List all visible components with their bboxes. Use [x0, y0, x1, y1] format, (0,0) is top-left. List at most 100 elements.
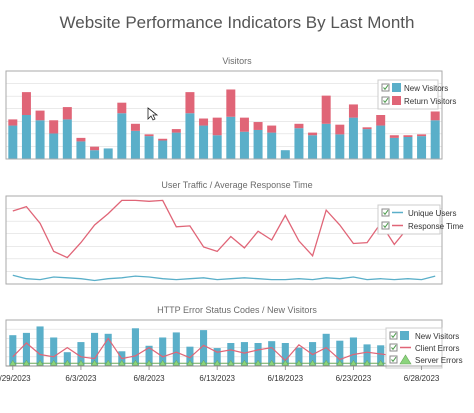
new-visitors-bar — [130, 130, 140, 159]
new-visitors-bar — [185, 113, 195, 159]
return-visitors-bar — [308, 132, 318, 136]
legend-triangle-server-errors — [399, 354, 412, 365]
legend-checkbox[interactable] — [381, 208, 390, 217]
return-visitors-bar — [8, 119, 18, 126]
traffic-panel-title: User Traffic / Average Response Time — [161, 180, 312, 190]
server-errors-point — [118, 359, 126, 366]
new-visitors-bar — [131, 328, 139, 366]
new-visitors-bar — [21, 115, 31, 159]
new-visitors-bar — [280, 150, 290, 159]
legend-label: Server Errors — [415, 356, 463, 365]
errors-panel: HTTP Error Status Codes / New Visitors N… — [5, 305, 463, 369]
return-visitors-bar — [294, 123, 304, 129]
return-visitors-bar — [130, 123, 140, 131]
legend-checkbox[interactable] — [381, 221, 390, 230]
response-time-line — [12, 199, 436, 259]
server-errors-point — [104, 359, 112, 366]
checkmark-icon — [383, 84, 389, 91]
legend-checkbox[interactable] — [381, 96, 390, 105]
server-errors-point — [295, 359, 303, 366]
new-visitors-bar — [63, 352, 71, 366]
new-visitors-bar — [158, 140, 168, 159]
traffic-panel: User Traffic / Average Response Time Uni… — [5, 180, 464, 285]
new-visitors-bar — [145, 345, 153, 366]
new-visitors-bar — [363, 344, 371, 366]
legend-checkbox[interactable] — [381, 83, 390, 92]
new-visitors-bar — [213, 348, 221, 366]
new-visitors-bar — [417, 136, 427, 159]
client-errors-line — [12, 337, 436, 363]
legend-item-new-visitors[interactable]: New Visitors — [381, 83, 448, 93]
return-visitors-bar — [62, 107, 72, 120]
return-visitors-bar — [212, 117, 222, 136]
visitors-panel: Visitors New Visitors Return Visitors — [5, 56, 456, 160]
return-visitors-bar — [117, 102, 127, 114]
new-visitors-bar — [295, 347, 303, 366]
legend-checkbox[interactable] — [389, 355, 398, 364]
unique-users-line — [12, 274, 436, 282]
dashboard-title: Website Performance Indicators By Last M… — [60, 13, 415, 32]
x-tick-label: 5/29/2023 — [0, 374, 31, 383]
server-errors-point — [77, 359, 85, 366]
server-errors-point — [50, 359, 58, 366]
legend-item-response-time[interactable]: Response Time — [381, 221, 464, 231]
server-errors-point — [213, 359, 221, 366]
new-visitors-bar — [199, 125, 209, 159]
server-errors-point — [336, 359, 344, 366]
server-errors-point — [63, 359, 71, 366]
return-visitors-bar — [199, 118, 209, 126]
new-visitors-bar — [8, 125, 18, 159]
new-visitors-bar — [389, 137, 399, 159]
legend-item-server-errors[interactable]: Server Errors — [389, 354, 463, 365]
new-visitors-bar — [50, 337, 58, 366]
new-visitors-bar — [35, 120, 45, 159]
new-visitors-bar — [335, 134, 345, 159]
new-visitors-bar — [62, 119, 72, 159]
server-errors-point — [145, 359, 153, 366]
server-errors-point — [200, 359, 208, 366]
traffic-plot — [12, 199, 436, 282]
server-errors-point — [227, 359, 235, 366]
legend-item-return-visitors[interactable]: Return Visitors — [381, 96, 456, 106]
return-visitors-bar — [253, 122, 263, 130]
new-visitors-bar — [430, 120, 440, 159]
legend-swatch-new-visitors — [392, 83, 401, 92]
return-visitors-bar — [362, 127, 372, 130]
x-tick-label: 6/13/2023 — [199, 374, 235, 383]
errors-legend: New Visitors Client Errors Server Errors — [385, 327, 463, 369]
legend-checkbox[interactable] — [389, 331, 398, 340]
return-visitors-bar — [144, 134, 154, 137]
legend-label: New Visitors — [404, 84, 448, 93]
checkmark-icon — [383, 97, 389, 104]
legend-item-unique-users[interactable]: Unique Users — [381, 208, 456, 218]
return-visitors-bar — [21, 92, 31, 115]
new-visitors-bar — [294, 128, 304, 159]
new-visitors-bar — [308, 135, 318, 159]
return-visitors-bar — [185, 92, 195, 114]
new-visitors-bar — [172, 332, 180, 366]
return-visitors-bar — [403, 135, 413, 137]
return-visitors-bar — [90, 146, 100, 151]
legend-checkbox[interactable] — [389, 343, 398, 352]
visitors-legend: New Visitors Return Visitors — [377, 79, 456, 110]
legend-swatch-new-visitors — [400, 331, 409, 340]
return-visitors-bar — [239, 117, 249, 132]
server-errors-point — [22, 359, 30, 366]
return-visitors-bar — [376, 115, 386, 126]
legend-item-client-errors[interactable]: Client Errors — [389, 343, 459, 353]
server-errors-point — [363, 359, 371, 366]
server-errors-point — [172, 359, 180, 366]
visitors-frame — [5, 70, 443, 160]
legend-item-new-visitors[interactable]: New Visitors — [389, 331, 459, 341]
checkmark-icon — [383, 222, 389, 229]
new-visitors-bar — [240, 342, 248, 366]
new-visitors-bar — [268, 341, 276, 366]
new-visitors-bar — [377, 345, 385, 366]
legend-label: Client Errors — [415, 344, 459, 353]
errors-frame — [5, 319, 443, 367]
new-visitors-bar — [212, 135, 222, 159]
new-visitors-bar — [226, 116, 236, 159]
new-visitors-bar — [348, 117, 358, 159]
errors-plot — [9, 326, 439, 366]
new-visitors-bar — [90, 150, 100, 159]
